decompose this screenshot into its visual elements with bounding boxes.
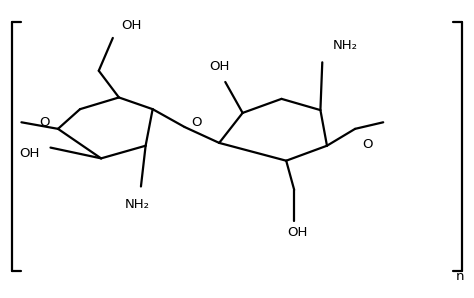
Text: OH: OH (209, 60, 229, 73)
Text: n: n (456, 270, 464, 283)
Text: OH: OH (121, 19, 142, 32)
Text: NH₂: NH₂ (125, 198, 150, 211)
Text: O: O (191, 116, 201, 129)
Text: NH₂: NH₂ (333, 39, 358, 52)
Text: OH: OH (19, 147, 39, 160)
Text: OH: OH (288, 226, 308, 239)
Text: O: O (363, 138, 373, 151)
Text: O: O (39, 116, 50, 129)
